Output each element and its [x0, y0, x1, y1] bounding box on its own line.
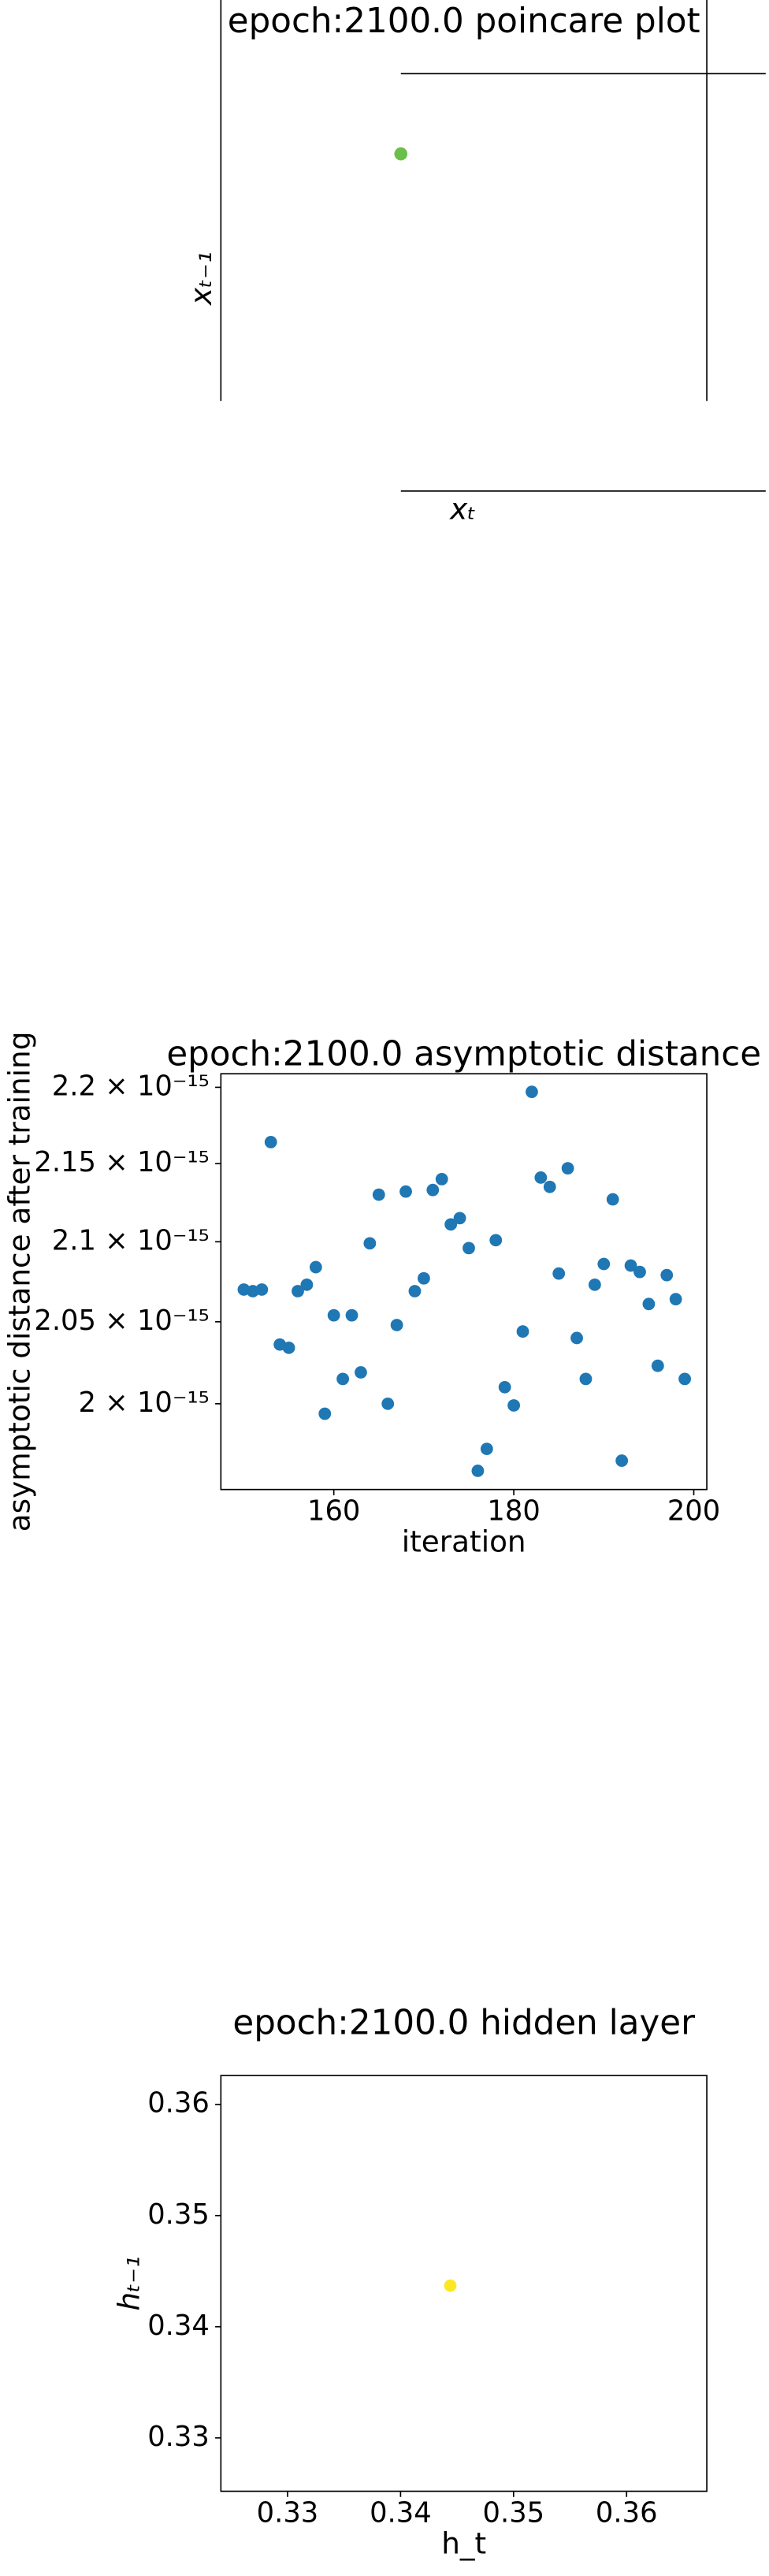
point [606, 1193, 619, 1206]
x-tick-label: 200 [667, 1495, 720, 1528]
point [498, 1380, 511, 1394]
y-tick-label: 0.35 [147, 2198, 210, 2231]
point [390, 1319, 403, 1331]
point [642, 1297, 656, 1311]
x-tick-label: 0.35 [483, 2497, 545, 2529]
point [651, 1359, 664, 1372]
point [489, 1234, 503, 1247]
point [624, 1259, 637, 1272]
point [480, 1442, 493, 1455]
point [444, 1218, 458, 1231]
point [435, 1172, 448, 1186]
x-tick-label: 0.34 [370, 2497, 432, 2529]
point [394, 147, 408, 161]
point [543, 1180, 556, 1193]
chart-title: epoch:2100.0 hidden layer [232, 2004, 695, 2043]
y-tick-label: 2.15 × 10⁻¹⁵ [34, 1146, 209, 1178]
point [633, 1265, 646, 1279]
y-tick-label: 0.33 [147, 2421, 210, 2453]
point [660, 1268, 674, 1282]
point [516, 1325, 529, 1338]
y-tick-label: 2 × 10⁻¹⁵ [78, 1387, 209, 1419]
y-tick-label: 0.36 [147, 2087, 210, 2120]
point [264, 1136, 277, 1148]
y-tick-label: 2.1 × 10⁻¹⁵ [52, 1224, 210, 1256]
point [561, 1162, 574, 1175]
point [300, 1278, 314, 1291]
point [408, 1285, 422, 1297]
y-axis-label: hₜ₋₁ [112, 2256, 147, 2310]
point [399, 1185, 412, 1198]
point [292, 1285, 304, 1297]
point [615, 1454, 629, 1467]
x-axis-label: h_t [441, 2526, 486, 2561]
x-tick-label: 0.33 [257, 2497, 319, 2529]
point [534, 1171, 548, 1184]
point [471, 1465, 485, 1477]
point [255, 1283, 269, 1296]
point [507, 1399, 520, 1412]
point [453, 1212, 466, 1225]
y-axis-label: xₜ₋₁ [184, 251, 218, 306]
x-tick-label: 160 [307, 1495, 360, 1528]
chart-title: epoch:2100.0 poincare plot [228, 2, 700, 41]
point [363, 1237, 377, 1250]
point [336, 1372, 349, 1386]
point [526, 1085, 538, 1099]
y-axis-label: asymptotic distance after training [2, 1032, 37, 1532]
point [426, 1183, 440, 1197]
point [669, 1293, 682, 1306]
point [678, 1372, 691, 1386]
point [327, 1308, 340, 1322]
point [570, 1331, 583, 1345]
chart-title: epoch:2100.0 asymptotic distance [166, 1034, 761, 1074]
x-tick-label: 0.36 [596, 2497, 658, 2529]
axes-frame [220, 1073, 708, 1491]
y-tick-label: 2.2 × 10⁻¹⁵ [52, 1070, 210, 1102]
point [309, 1260, 322, 1274]
point [372, 1188, 385, 1201]
point [355, 1366, 367, 1379]
y-tick-label: 0.34 [147, 2310, 210, 2342]
point [282, 1341, 295, 1354]
point [318, 1407, 332, 1420]
point [417, 1271, 430, 1285]
point [345, 1308, 358, 1322]
point [552, 1267, 566, 1280]
point [588, 1278, 601, 1291]
point [579, 1372, 593, 1386]
x-axis-label: iteration [402, 1524, 526, 1559]
x-tick-label: 180 [487, 1495, 540, 1528]
axes-frame [220, 2075, 708, 2492]
point [463, 1241, 475, 1255]
point [597, 1257, 611, 1271]
point [381, 1397, 395, 1410]
point [444, 2279, 457, 2292]
y-tick-label: 2.05 × 10⁻¹⁵ [34, 1305, 209, 1337]
x-axis-label: xₜ [449, 491, 476, 526]
